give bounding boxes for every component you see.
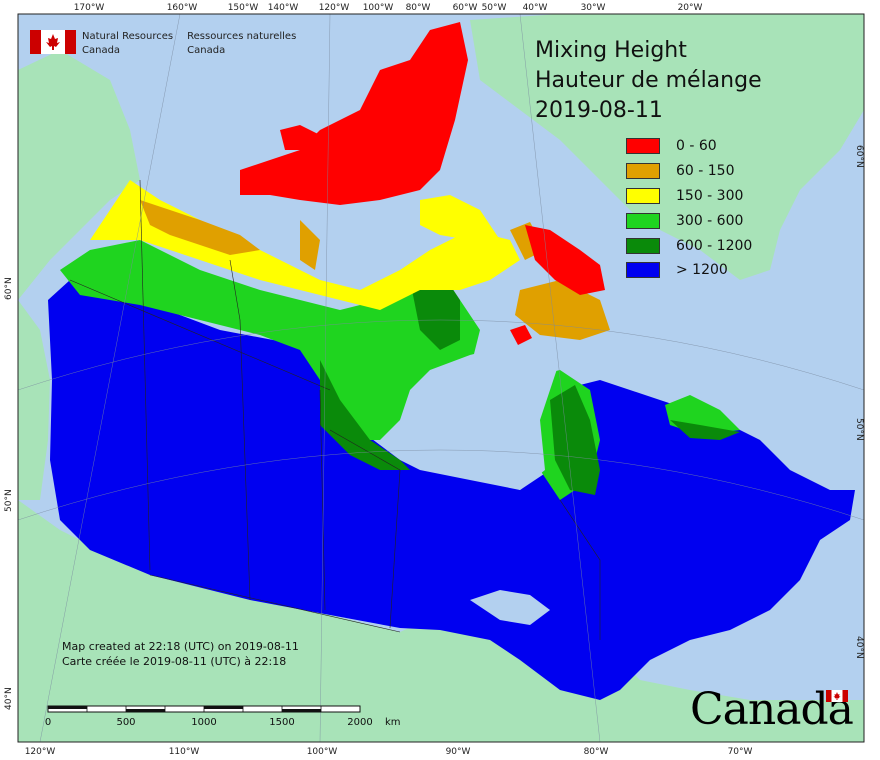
great-lakes bbox=[470, 590, 550, 625]
tick-top-150w: 150°W bbox=[227, 3, 259, 13]
tick-right-60n: 60°N bbox=[854, 145, 864, 168]
nrcan-logo: Natural Resources Canada Ressources natu… bbox=[30, 30, 296, 58]
canada-flag-icon bbox=[30, 30, 76, 54]
tick-bottom-100w: 100°W bbox=[306, 747, 338, 757]
legend-item: 150 - 300 bbox=[626, 184, 752, 209]
map-title: Mixing Height Hauteur de mélange 2019-08… bbox=[535, 36, 762, 126]
creation-note: Map created at 22:18 (UTC) on 2019-08-11… bbox=[62, 639, 299, 669]
agency-en-line2: Canada bbox=[82, 45, 121, 56]
tick-bottom-70w: 70°W bbox=[727, 747, 753, 757]
legend: 0 - 60 60 - 150 150 - 300 300 - 600 600 … bbox=[626, 134, 752, 283]
note-english: Map created at 22:18 (UTC) on 2019-08-11 bbox=[62, 640, 299, 653]
tick-top-140w: 140°W bbox=[267, 3, 299, 13]
tick-top-100w: 100°W bbox=[362, 3, 394, 13]
scale-label-1000: 1000 bbox=[191, 717, 217, 728]
zone-600-1200-hudson bbox=[320, 360, 410, 470]
tick-top-30w: 30°W bbox=[580, 3, 606, 13]
legend-item: 600 - 1200 bbox=[626, 233, 752, 258]
graticule bbox=[17, 13, 865, 743]
scale-bar: 0 500 1000 1500 2000 km bbox=[40, 702, 401, 732]
legend-label: 300 - 600 bbox=[676, 212, 744, 229]
tick-top-160w: 160°W bbox=[166, 3, 198, 13]
agency-fr-line2: Canada bbox=[187, 45, 226, 56]
legend-item: > 1200 bbox=[626, 258, 752, 283]
legend-label: 150 - 300 bbox=[676, 187, 744, 204]
legend-item: 60 - 150 bbox=[626, 159, 752, 184]
agency-fr-line1: Ressources naturelles bbox=[187, 31, 297, 42]
title-english: Mixing Height bbox=[535, 38, 687, 63]
legend-swatch bbox=[626, 212, 660, 229]
tick-top-80w: 80°W bbox=[405, 3, 431, 13]
scale-unit: km bbox=[385, 717, 401, 728]
tick-bottom-110w: 110°W bbox=[168, 747, 200, 757]
zone-60-150-east bbox=[515, 280, 610, 340]
tick-bottom-80w: 80°W bbox=[583, 747, 609, 757]
tick-top-20w: 20°W bbox=[677, 3, 703, 13]
scale-bar-graphic bbox=[47, 705, 361, 713]
map-date: 2019-08-11 bbox=[535, 98, 663, 123]
agency-en-line1: Natural Resources bbox=[82, 31, 174, 42]
scale-label-1500: 1500 bbox=[269, 717, 295, 728]
legend-label: 0 - 60 bbox=[676, 138, 717, 155]
legend-swatch bbox=[626, 163, 660, 180]
legend-label: 600 - 1200 bbox=[676, 237, 753, 254]
legend-swatch bbox=[626, 187, 660, 204]
hudson-bay bbox=[400, 345, 560, 490]
tick-left-40n: 40°N bbox=[4, 687, 14, 710]
zone-600-1200-quebec bbox=[550, 385, 600, 495]
tick-top-170w: 170°W bbox=[73, 3, 105, 13]
tick-right-40n: 40°N bbox=[854, 636, 864, 659]
wordmark-flag-icon bbox=[826, 690, 848, 702]
tick-top-40w: 40°W bbox=[522, 3, 548, 13]
tick-left-60n: 60°N bbox=[4, 277, 14, 300]
zone-600-1200-lab bbox=[670, 420, 740, 440]
scale-label-2000: 2000 bbox=[347, 717, 373, 728]
legend-item: 300 - 600 bbox=[626, 208, 752, 233]
tick-top-50w: 50°W bbox=[481, 3, 507, 13]
tick-bottom-90w: 90°W bbox=[445, 747, 471, 757]
tick-left-50n: 50°N bbox=[4, 489, 14, 512]
zone-150-300-north bbox=[420, 195, 500, 240]
legend-label: > 1200 bbox=[676, 262, 728, 279]
agency-name-en: Natural Resources Canada bbox=[82, 30, 173, 58]
legend-swatch bbox=[626, 138, 660, 155]
tick-top-60w: 60°W bbox=[452, 3, 478, 13]
zone-60-150 bbox=[140, 200, 260, 255]
tick-right-50n: 50°N bbox=[854, 418, 864, 441]
agency-name-fr: Ressources naturelles Canada bbox=[187, 30, 296, 58]
scale-label-500: 500 bbox=[116, 717, 136, 728]
greenland-landmass bbox=[470, 14, 864, 280]
legend-swatch bbox=[626, 262, 660, 279]
note-french: Carte créée le 2019-08-11 (UTC) à 22:18 bbox=[62, 655, 287, 668]
zone-60-150-mid bbox=[300, 220, 320, 270]
legend-item: 0 - 60 bbox=[626, 134, 752, 159]
zone-0-60-arctic bbox=[240, 22, 468, 205]
legend-label: 60 - 150 bbox=[676, 163, 735, 180]
zone-0-60-arctic-west bbox=[280, 125, 320, 150]
alaska-landmass bbox=[18, 50, 140, 300]
map-border bbox=[17, 13, 865, 743]
title-french: Hauteur de mélange bbox=[535, 68, 762, 93]
tick-bottom-120w: 120°W bbox=[24, 747, 56, 757]
tick-top-120w: 120°W bbox=[318, 3, 350, 13]
pacific-coast-land bbox=[18, 300, 50, 500]
scale-label-0: 0 bbox=[44, 717, 52, 728]
zone-300-600 bbox=[60, 240, 480, 440]
zone-0-60-spot bbox=[510, 325, 532, 345]
provincial-borders bbox=[69, 179, 601, 640]
legend-swatch bbox=[626, 237, 660, 254]
zone-150-300 bbox=[90, 180, 520, 310]
